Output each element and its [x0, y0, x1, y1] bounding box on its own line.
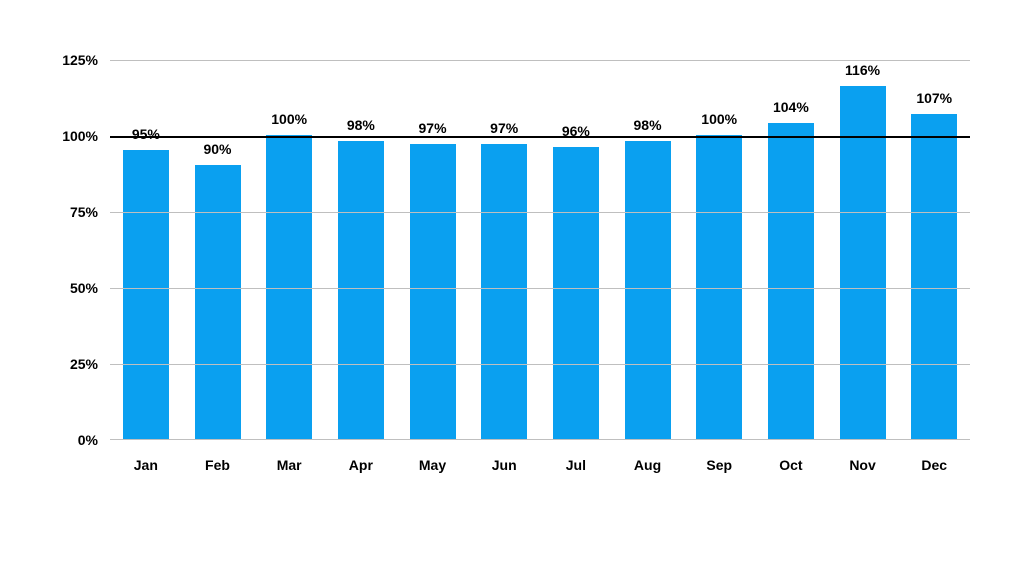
y-axis-label: 125%	[62, 52, 110, 68]
x-axis-label: Jun	[492, 457, 517, 473]
y-axis-label: 50%	[70, 280, 110, 296]
bar-slot: 97%May	[397, 60, 469, 439]
x-axis-label: Jan	[134, 457, 158, 473]
bar	[696, 135, 742, 439]
y-axis-label: 25%	[70, 356, 110, 372]
bar	[553, 147, 599, 439]
bar-value-label: 100%	[271, 111, 307, 127]
bar-slot: 116%Nov	[827, 60, 899, 439]
x-axis-label: Aug	[634, 457, 661, 473]
bar-slot: 98%Apr	[325, 60, 397, 439]
bar-slot: 97%Jun	[468, 60, 540, 439]
bar-value-label: 116%	[845, 62, 880, 78]
bars-container: 95%Jan90%Feb100%Mar98%Apr97%May97%Jun96%…	[110, 60, 970, 439]
bar-slot: 100%Sep	[683, 60, 755, 439]
bar	[123, 150, 169, 439]
bar	[195, 165, 241, 439]
x-axis-label: Nov	[849, 457, 875, 473]
bar-value-label: 97%	[419, 120, 447, 136]
gridline	[110, 60, 970, 61]
bar-value-label: 90%	[203, 141, 231, 157]
x-axis-label: Jul	[566, 457, 586, 473]
monthly-percent-chart: 95%Jan90%Feb100%Mar98%Apr97%May97%Jun96%…	[70, 60, 970, 500]
bar	[266, 135, 312, 439]
bar-value-label: 100%	[701, 111, 737, 127]
bar	[625, 141, 671, 439]
gridline	[110, 212, 970, 213]
bar	[768, 123, 814, 439]
x-axis-label: Mar	[277, 457, 302, 473]
bar-slot: 98%Aug	[612, 60, 684, 439]
y-axis-label: 0%	[78, 432, 110, 448]
x-axis-label: Dec	[921, 457, 947, 473]
bar-value-label: 98%	[347, 117, 375, 133]
x-axis-label: May	[419, 457, 446, 473]
y-axis-label: 100%	[62, 128, 110, 144]
plot-area: 95%Jan90%Feb100%Mar98%Apr97%May97%Jun96%…	[110, 60, 970, 440]
x-axis-label: Sep	[706, 457, 732, 473]
x-axis-label: Oct	[779, 457, 802, 473]
bar	[481, 144, 527, 439]
bar	[911, 114, 957, 439]
bar-slot: 107%Dec	[898, 60, 970, 439]
bar-slot: 96%Jul	[540, 60, 612, 439]
bar-value-label: 104%	[773, 99, 809, 115]
bar-slot: 104%Oct	[755, 60, 827, 439]
bar-value-label: 97%	[490, 120, 518, 136]
gridline	[110, 288, 970, 289]
bar-value-label: 107%	[916, 90, 952, 106]
x-axis-label: Apr	[349, 457, 373, 473]
bar	[410, 144, 456, 439]
bar-value-label: 95%	[132, 126, 160, 142]
gridline	[110, 136, 970, 138]
bar-slot: 95%Jan	[110, 60, 182, 439]
gridline	[110, 364, 970, 365]
bar-value-label: 98%	[634, 117, 662, 133]
x-axis-label: Feb	[205, 457, 230, 473]
bar	[840, 86, 886, 439]
bar-slot: 100%Mar	[253, 60, 325, 439]
bar-slot: 90%Feb	[182, 60, 254, 439]
y-axis-label: 75%	[70, 204, 110, 220]
bar	[338, 141, 384, 439]
